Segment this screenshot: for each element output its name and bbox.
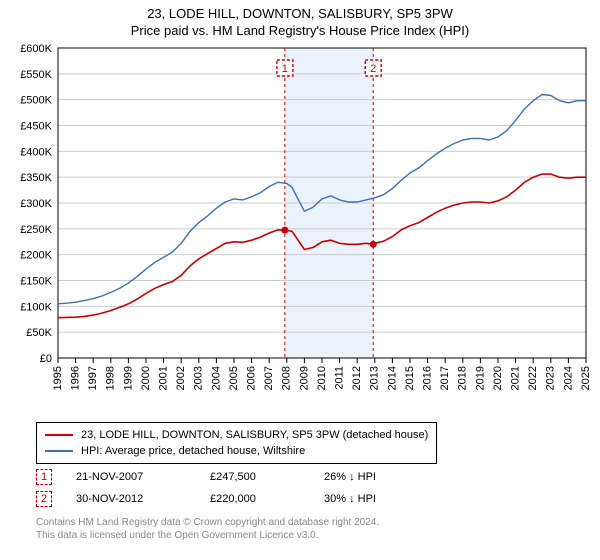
svg-text:2024: 2024 bbox=[562, 366, 574, 390]
svg-text:2007: 2007 bbox=[263, 366, 275, 390]
legend-row: 23, LODE HILL, DOWNTON, SALISBURY, SP5 3… bbox=[45, 427, 428, 443]
legend-label: HPI: Average price, detached house, Wilt… bbox=[81, 443, 305, 459]
svg-text:£350K: £350K bbox=[20, 172, 52, 184]
svg-text:2005: 2005 bbox=[228, 366, 240, 390]
sale-price: £247,500 bbox=[210, 471, 300, 483]
svg-text:1995: 1995 bbox=[52, 366, 64, 390]
sale-date: 30-NOV-2012 bbox=[76, 493, 186, 505]
sale-marker-icon: 1 bbox=[36, 469, 52, 485]
svg-text:£550K: £550K bbox=[20, 69, 52, 81]
sale-price: £220,000 bbox=[210, 493, 300, 505]
svg-text:2016: 2016 bbox=[422, 366, 434, 390]
svg-text:2023: 2023 bbox=[545, 366, 557, 390]
svg-text:1996: 1996 bbox=[70, 366, 82, 390]
svg-text:£500K: £500K bbox=[20, 95, 52, 107]
legend-swatch bbox=[45, 450, 73, 452]
sale-date: 21-NOV-2007 bbox=[76, 471, 186, 483]
svg-text:£50K: £50K bbox=[26, 327, 52, 339]
sale-row: 1 21-NOV-2007 £247,500 26% ↓ HPI bbox=[36, 466, 434, 488]
svg-text:2012: 2012 bbox=[351, 366, 363, 390]
legend-row: HPI: Average price, detached house, Wilt… bbox=[45, 443, 428, 459]
svg-text:2013: 2013 bbox=[369, 366, 381, 390]
svg-text:£300K: £300K bbox=[20, 198, 52, 210]
attribution-line2: This data is licensed under the Open Gov… bbox=[36, 529, 379, 542]
sale-marker-icon: 2 bbox=[36, 491, 52, 507]
svg-text:2011: 2011 bbox=[334, 366, 346, 390]
svg-text:2015: 2015 bbox=[404, 366, 416, 390]
svg-text:2018: 2018 bbox=[457, 366, 469, 390]
page-title: 23, LODE HILL, DOWNTON, SALISBURY, SP5 3… bbox=[0, 0, 600, 21]
page-subtitle: Price paid vs. HM Land Registry's House … bbox=[0, 21, 600, 42]
svg-text:£100K: £100K bbox=[20, 301, 52, 313]
sale-diff: 26% ↓ HPI bbox=[324, 471, 434, 483]
svg-text:£450K: £450K bbox=[20, 121, 52, 133]
svg-text:£250K: £250K bbox=[20, 224, 52, 236]
svg-text:1: 1 bbox=[282, 63, 288, 75]
svg-text:2008: 2008 bbox=[281, 366, 293, 390]
svg-text:2004: 2004 bbox=[210, 366, 222, 390]
svg-text:2017: 2017 bbox=[439, 366, 451, 390]
svg-text:2002: 2002 bbox=[175, 366, 187, 390]
svg-text:2: 2 bbox=[370, 63, 376, 75]
sales-table: 1 21-NOV-2007 £247,500 26% ↓ HPI 2 30-NOV-201… bbox=[36, 466, 434, 510]
chart-svg: £0 £50K £100K £150K £200K £250K £300K £350K £400… bbox=[6, 42, 594, 412]
svg-text:2000: 2000 bbox=[140, 366, 152, 390]
svg-text:2020: 2020 bbox=[492, 366, 504, 390]
attribution: Contains HM Land Registry data © Crown c… bbox=[36, 516, 379, 542]
svg-text:2006: 2006 bbox=[246, 366, 258, 390]
legend-swatch bbox=[45, 434, 73, 436]
svg-text:2025: 2025 bbox=[580, 366, 592, 390]
svg-text:2019: 2019 bbox=[474, 366, 486, 390]
attribution-line1: Contains HM Land Registry data © Crown c… bbox=[36, 516, 379, 529]
svg-text:2009: 2009 bbox=[298, 366, 310, 390]
legend: 23, LODE HILL, DOWNTON, SALISBURY, SP5 3… bbox=[36, 422, 437, 464]
sale-row: 2 30-NOV-2012 £220,000 30% ↓ HPI bbox=[36, 488, 434, 510]
svg-text:2003: 2003 bbox=[193, 366, 205, 390]
price-chart: £0 £50K £100K £150K £200K £250K £300K £350K £400… bbox=[6, 42, 594, 412]
sale-diff: 30% ↓ HPI bbox=[324, 493, 434, 505]
svg-text:£0: £0 bbox=[40, 353, 52, 365]
svg-text:1998: 1998 bbox=[105, 366, 117, 390]
svg-text:1999: 1999 bbox=[122, 366, 134, 390]
svg-text:1997: 1997 bbox=[87, 366, 99, 390]
svg-text:2001: 2001 bbox=[158, 366, 170, 390]
svg-text:£150K: £150K bbox=[20, 276, 52, 288]
svg-text:2010: 2010 bbox=[316, 366, 328, 390]
svg-text:2014: 2014 bbox=[386, 366, 398, 390]
legend-label: 23, LODE HILL, DOWNTON, SALISBURY, SP5 3… bbox=[81, 427, 428, 443]
svg-text:£600K: £600K bbox=[20, 43, 52, 55]
svg-text:2022: 2022 bbox=[527, 366, 539, 390]
svg-text:£200K: £200K bbox=[20, 250, 52, 262]
svg-text:2021: 2021 bbox=[510, 366, 522, 390]
svg-text:£400K: £400K bbox=[20, 146, 52, 158]
